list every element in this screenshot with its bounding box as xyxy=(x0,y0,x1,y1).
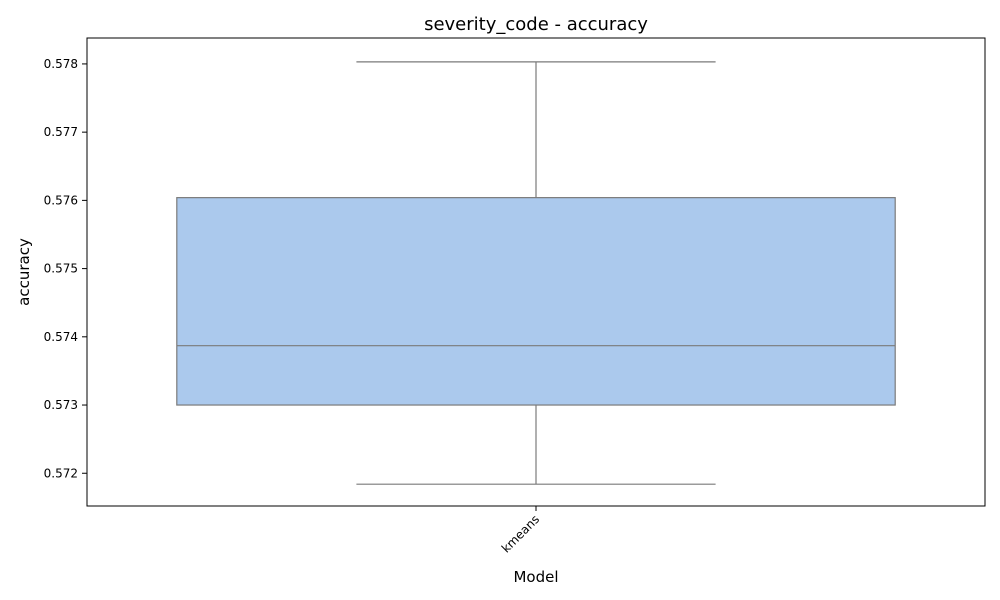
y-axis-ticks: 0.572 0.573 0.574 0.575 0.576 0.577 0.578 xyxy=(44,57,87,480)
box-iqr xyxy=(176,197,896,406)
x-axis-label: Model xyxy=(513,568,558,586)
y-tick-label: 0.576 xyxy=(44,193,78,207)
y-axis-label: accuracy xyxy=(15,238,33,306)
box-group xyxy=(176,61,896,485)
x-axis-ticks: kmeans xyxy=(499,506,542,556)
y-tick-label: 0.574 xyxy=(44,330,78,344)
axes-frame xyxy=(86,37,986,507)
plot-area xyxy=(176,61,896,485)
y-tick-label: 0.572 xyxy=(44,466,78,480)
y-tick-label: 0.573 xyxy=(44,398,78,412)
y-tick-label: 0.575 xyxy=(44,262,78,276)
chart-title: severity_code - accuracy xyxy=(424,14,648,35)
y-tick-label: 0.578 xyxy=(44,57,78,71)
y-tick-label: 0.577 xyxy=(44,125,78,139)
x-tick-label: kmeans xyxy=(499,512,542,555)
